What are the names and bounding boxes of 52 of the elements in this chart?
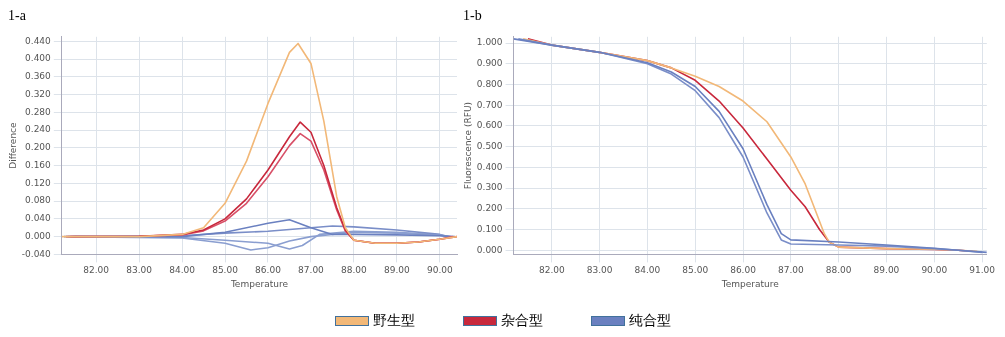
x-tick-label: 90.00	[921, 265, 948, 276]
x-tick-label: 88.00	[341, 265, 368, 276]
y-tick-label: 0.080	[25, 195, 52, 206]
y-axis-title: Fluorescence (RFU)	[462, 102, 473, 190]
x-tick-label: 83.00	[586, 265, 613, 276]
y-tick-label: 0.900	[476, 58, 503, 69]
y-tick-label: 0.320	[25, 88, 52, 99]
x-tick-label: 87.00	[298, 265, 325, 276]
y-tick-label: 0.200	[476, 203, 503, 214]
x-tick-label: 90.00	[426, 265, 453, 276]
x-tick-label: 82.00	[83, 265, 110, 276]
y-tick-label: 0.240	[25, 124, 52, 135]
x-axis-title: Temperature	[229, 278, 289, 289]
y-tick-label: 0.120	[25, 177, 52, 188]
y-tick-label: 0.600	[476, 120, 503, 131]
y-tick-label: 0.280	[25, 106, 52, 117]
x-tick-label: 89.00	[873, 265, 900, 276]
y-tick-label: 0.000	[476, 244, 503, 255]
x-tick-label: 84.00	[169, 265, 196, 276]
x-tick-label: 91.00	[969, 265, 996, 276]
x-tick-label: 83.00	[126, 265, 153, 276]
legend-label: 纯合型	[629, 312, 671, 330]
x-axis-title: Temperature	[720, 278, 780, 289]
x-tick-label: 82.00	[538, 265, 565, 276]
y-tick-label: 0.100	[476, 223, 503, 234]
x-tick-label: 86.00	[255, 265, 282, 276]
chart-title: 1-b	[463, 8, 482, 24]
x-tick-label: 88.00	[825, 265, 852, 276]
x-tick-label: 84.00	[634, 265, 661, 276]
y-tick-label: -0.040	[21, 248, 52, 259]
x-tick-label: 85.00	[682, 265, 709, 276]
x-tick-label: 87.00	[777, 265, 804, 276]
legend-label: 野生型	[373, 312, 415, 330]
y-tick-label: 0.500	[476, 140, 503, 151]
chart-title: 1-a	[8, 8, 27, 24]
y-tick-label: 0.400	[25, 53, 52, 64]
y-tick-label: 0.400	[476, 161, 503, 172]
y-tick-label: 0.000	[25, 230, 52, 241]
y-tick-label: 0.360	[25, 71, 52, 82]
y-tick-label: 0.700	[476, 99, 503, 110]
y-tick-label: 0.040	[25, 213, 52, 224]
x-tick-label: 89.00	[383, 265, 411, 276]
y-tick-label: 0.800	[476, 78, 503, 89]
y-tick-label: 1.000	[476, 37, 503, 48]
y-axis-title: Difference	[7, 121, 18, 169]
y-tick-label: 0.160	[25, 159, 52, 170]
legend-label: 杂合型	[501, 312, 543, 330]
y-tick-label: 0.440	[25, 35, 52, 46]
y-tick-label: 0.200	[25, 142, 52, 153]
x-tick-label: 86.00	[730, 265, 757, 276]
x-tick-label: 85.00	[212, 265, 239, 276]
y-tick-label: 0.300	[476, 182, 503, 193]
